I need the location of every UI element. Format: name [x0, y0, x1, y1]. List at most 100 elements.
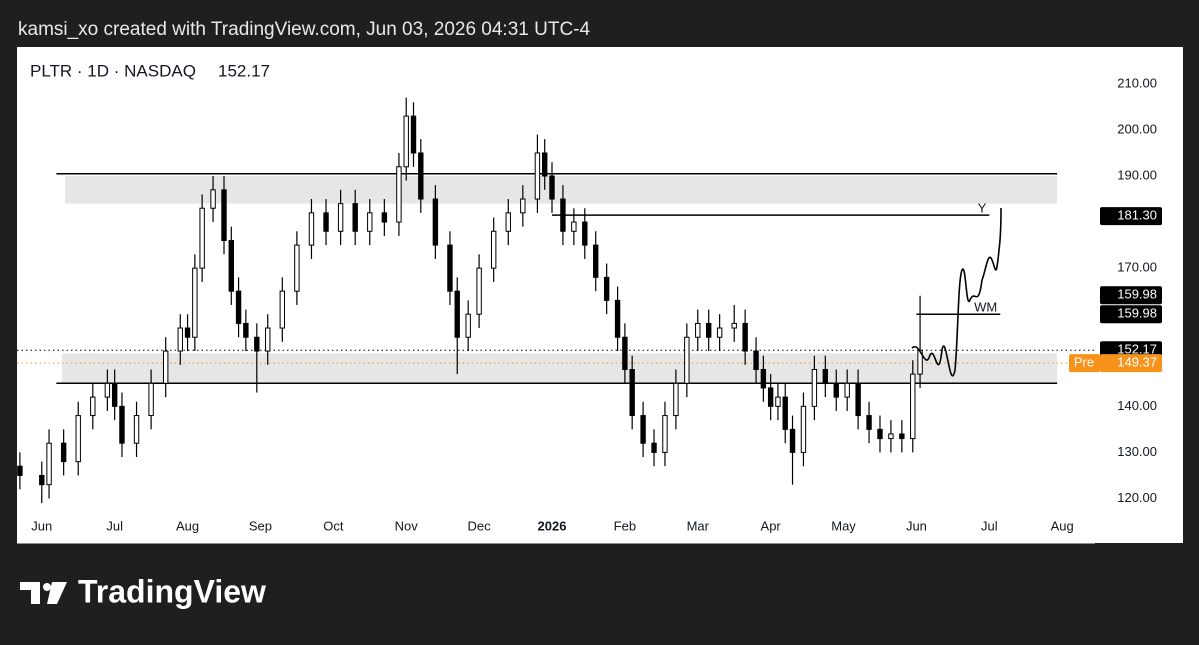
- x-tick-label: May: [831, 518, 856, 533]
- x-tick-label: Oct: [323, 518, 344, 533]
- candle-body: [560, 198, 566, 232]
- pre-prefix: Pre: [1074, 355, 1094, 370]
- candle-body: [899, 433, 905, 440]
- last-price: 152.17: [218, 61, 270, 80]
- pre-tag-box: [1100, 354, 1162, 373]
- candle-body: [534, 152, 541, 200]
- candle-body: [753, 350, 759, 370]
- candle-body: [742, 322, 748, 352]
- candle-body: [705, 322, 712, 338]
- price-tag: 181.30: [1117, 208, 1157, 223]
- candle-body: [662, 415, 668, 453]
- candle-body: [640, 415, 646, 444]
- price-tag: 159.98: [1117, 287, 1157, 302]
- candle-body: [910, 373, 916, 440]
- level-label: Y: [978, 201, 987, 216]
- chart-panel: [17, 47, 1183, 543]
- candle-body: [520, 198, 526, 214]
- candle-body: [352, 203, 358, 232]
- chart-title: PLTR · 1D · NASDAQ 152.17: [30, 61, 270, 80]
- projection-drawing: [911, 207, 1002, 377]
- candle-body: [542, 152, 548, 177]
- candle-body: [593, 244, 599, 278]
- x-tick-label: Jul: [106, 518, 123, 533]
- candle-body: [447, 244, 453, 292]
- candle-body: [199, 207, 205, 269]
- candle-body: [432, 198, 439, 246]
- last-tag: 152.17: [1117, 342, 1157, 357]
- candle-body: [505, 212, 511, 232]
- candle-body: [46, 442, 52, 486]
- candle-body: [228, 239, 234, 292]
- candle-body: [684, 336, 690, 384]
- candle-body: [651, 442, 657, 453]
- candle-body: [39, 474, 45, 486]
- header: kamsi_xo created with TradingView.com, J…: [18, 19, 590, 40]
- candle-body: [582, 221, 588, 246]
- candle-body: [695, 322, 701, 338]
- candle-body: [418, 152, 424, 200]
- candle-body: [381, 212, 388, 223]
- candle-body: [731, 322, 737, 329]
- candle-body: [104, 382, 111, 398]
- candle-body: [410, 115, 417, 154]
- candle-body: [90, 396, 96, 417]
- candle-body: [760, 368, 767, 389]
- x-tick-label: Jun: [906, 518, 927, 533]
- candle-body: [844, 382, 850, 398]
- candle-body: [265, 327, 271, 352]
- candle-body: [673, 382, 679, 417]
- x-tick-label: 2026: [538, 518, 567, 533]
- price-tag: 159.98: [1117, 306, 1157, 321]
- candle-body: [465, 313, 471, 338]
- candle-body: [603, 276, 610, 301]
- footer-logo: TradingView: [20, 573, 266, 609]
- logo-mark: [20, 582, 40, 604]
- x-tick-label: Jun: [31, 518, 52, 533]
- x-tick-label: Jul: [981, 518, 998, 533]
- candle-body: [571, 221, 577, 232]
- pre-prefix-box: [1069, 354, 1100, 373]
- candle-body: [396, 166, 402, 223]
- candle-body: [855, 382, 861, 417]
- x-tick-label: Nov: [395, 518, 419, 533]
- candle-body: [75, 415, 81, 463]
- candle-body: [622, 336, 628, 370]
- candle-body: [243, 322, 249, 338]
- candle-body: [279, 290, 286, 329]
- candle-body: [308, 212, 315, 246]
- logo-dot: [43, 583, 51, 591]
- y-tick-label: 200.00: [1117, 121, 1157, 136]
- candle-body: [716, 327, 723, 338]
- candle-body: [866, 415, 872, 430]
- y-tick-label: 210.00: [1117, 75, 1157, 90]
- candle-body: [549, 175, 555, 200]
- candle-body: [782, 396, 788, 430]
- candle-body: [148, 382, 154, 417]
- candle-body: [877, 428, 883, 440]
- x-tick-label: Sep: [249, 518, 272, 533]
- candle-body: [454, 290, 460, 338]
- candle-body: [403, 115, 409, 168]
- candle-body: [614, 299, 621, 338]
- y-tick-label: 170.00: [1117, 260, 1157, 275]
- candle-body: [17, 465, 23, 476]
- candle-body: [133, 415, 140, 444]
- candle-body: [629, 368, 635, 417]
- candle-body: [490, 230, 497, 269]
- candle-body: [60, 442, 67, 463]
- candle-body: [111, 382, 118, 407]
- candle-body: [184, 327, 191, 338]
- candle-body: [367, 212, 373, 232]
- candle-body: [476, 267, 482, 315]
- x-tick-label: Dec: [468, 518, 492, 533]
- x-tick-label: Apr: [761, 518, 782, 533]
- candle-body: [811, 368, 818, 407]
- y-tick-label: 190.00: [1117, 167, 1157, 182]
- candle-body: [800, 405, 807, 453]
- y-tick-label: 130.00: [1117, 444, 1157, 459]
- candle-body: [221, 189, 227, 241]
- candle-body: [822, 368, 829, 384]
- y-tick-label: 140.00: [1117, 398, 1157, 413]
